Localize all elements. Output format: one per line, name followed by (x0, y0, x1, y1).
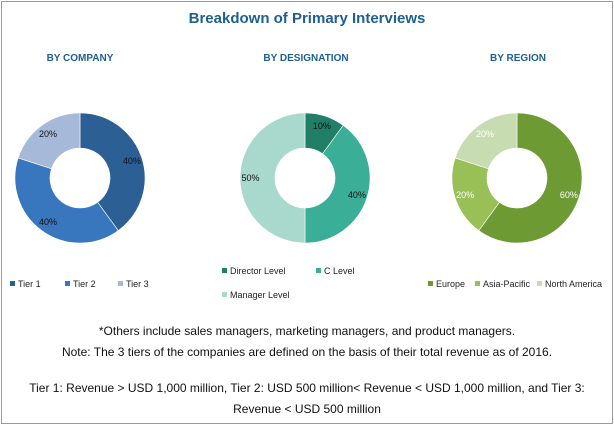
donut-slice-label: 40% (348, 190, 366, 200)
donut-slice-manager-level (239, 112, 306, 244)
legend-label: Manager Level (230, 290, 290, 300)
legend-item-tier-1: Tier 1 (10, 279, 41, 289)
legend-swatch (222, 268, 227, 274)
legend-item-director-level: Director Level (222, 266, 286, 276)
legend-label: Director Level (230, 266, 286, 276)
legend-item-tier-2: Tier 2 (65, 279, 96, 289)
donut-slice-tier-3 (17, 112, 81, 170)
donut-slice-label: 40% (39, 217, 57, 227)
note-tier-3-threshold: Revenue < USD 500 million (233, 402, 381, 416)
legend-swatch (118, 281, 123, 287)
legend-label: C Level (324, 266, 355, 276)
legend-swatch (65, 281, 70, 287)
donut-slice-label: 20% (456, 190, 474, 200)
donut-slice-label: 50% (241, 173, 259, 183)
chart-title: Breakdown of Primary Interviews (188, 10, 426, 27)
legend-swatch (316, 268, 321, 274)
donut-slice-label: 40% (123, 156, 141, 166)
legend-label: Tier 2 (73, 279, 96, 289)
donut-slice-c-level (304, 124, 371, 244)
donut-slice-tier-2 (14, 157, 119, 244)
legend-item-manager-level: Manager Level (222, 290, 290, 300)
legend-label: Tier 1 (18, 279, 41, 289)
subtitle-by-region: BY REGION (490, 53, 546, 64)
legend-label: North America (545, 279, 603, 289)
donut-slice-label: 20% (476, 129, 494, 139)
donut-slice-north-america (454, 112, 518, 170)
legend-item-europe: Europe (428, 279, 465, 289)
legend-item-tier-3: Tier 3 (118, 279, 149, 289)
legend-item-asia-pacific: Asia-Pacific (475, 279, 530, 289)
legend-swatch (10, 281, 15, 287)
legend-item-c-level: C Level (316, 266, 355, 276)
legend-swatch (475, 281, 480, 287)
donut-slice-europe (478, 112, 583, 244)
subtitle-by-company: BY COMPANY (46, 53, 114, 64)
legend-item-north-america: North America (537, 279, 602, 289)
legend-label: Europe (436, 279, 466, 289)
note-tier-thresholds: Tier 1: Revenue > USD 1,000 million, Tie… (29, 381, 585, 395)
donut-slice-label: 60% (560, 190, 578, 200)
subtitle-by-designation: BY DESIGNATION (263, 53, 349, 64)
note-others: *Others include sales managers, marketin… (98, 324, 516, 338)
legend-label: Asia-Pacific (483, 279, 531, 289)
legend-label: Tier 3 (126, 279, 149, 289)
legend-swatch (537, 281, 542, 287)
donut-slice-label: 20% (39, 129, 57, 139)
legend-swatch (428, 281, 433, 287)
legend-swatch (222, 292, 227, 298)
note-tiers-definition: Note: The 3 tiers of the companies are d… (61, 345, 553, 359)
donut-slice-tier-1 (79, 112, 146, 232)
donut-slice-label: 10% (313, 121, 331, 131)
